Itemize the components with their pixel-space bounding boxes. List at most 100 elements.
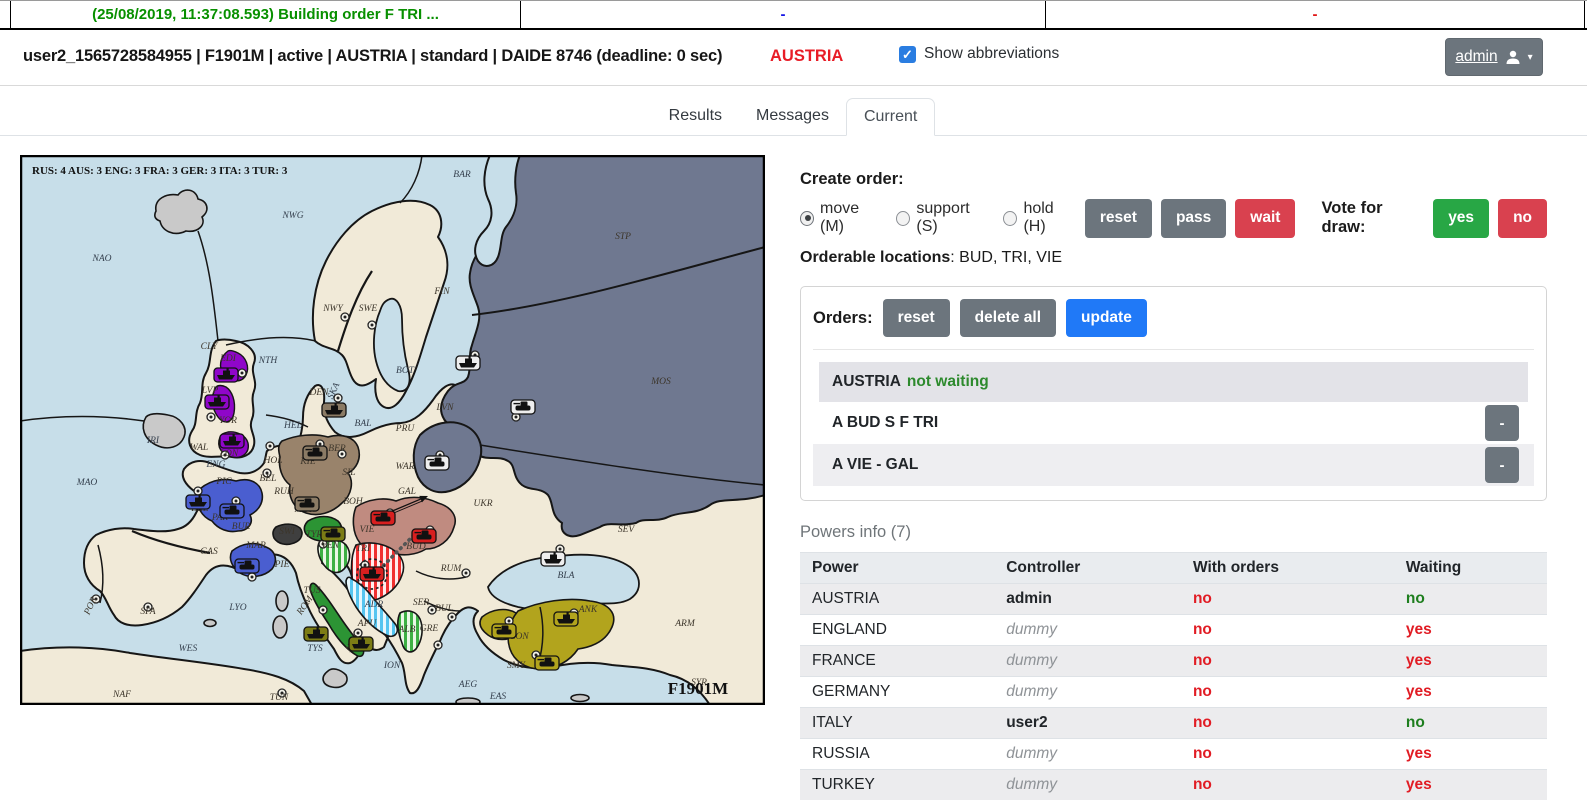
army-badge-turkey[interactable] <box>491 623 517 639</box>
tab-messages[interactable]: Messages <box>756 107 829 124</box>
fleet-badge-russia[interactable] <box>540 551 566 567</box>
region-label-tyr: TYR <box>306 530 323 540</box>
region-borders <box>20 155 765 666</box>
army-badge-germany[interactable] <box>302 445 328 461</box>
admin-username[interactable]: admin <box>1455 48 1498 65</box>
region-label-ukr: UKR <box>474 499 493 509</box>
region-label-swe: SWE <box>359 304 378 314</box>
reset-order-button[interactable]: reset <box>1084 198 1152 238</box>
show-abbreviations-checkbox[interactable]: ✓ <box>899 45 916 63</box>
pass-button[interactable]: pass <box>1160 198 1227 238</box>
chevron-down-icon: ▾ <box>1527 51 1533 63</box>
create-order-controls: move (M) support (S) hold (H) reset pass w… <box>800 198 1547 238</box>
current-power-label: AUSTRIA <box>770 47 844 65</box>
fleet-badge-italy[interactable] <box>348 636 374 652</box>
region-label-vie: VIE <box>360 525 375 535</box>
vote-yes-button[interactable]: yes <box>1433 198 1490 238</box>
fleet-badge-france[interactable] <box>185 494 211 510</box>
fleet-badge-england[interactable] <box>204 394 230 410</box>
region-label-mao: MAO <box>76 478 98 488</box>
radio-icon[interactable] <box>800 210 814 226</box>
region-label-smy: SMY <box>507 661 527 671</box>
army-badge-france[interactable] <box>234 558 260 574</box>
army-badge-germany[interactable] <box>294 496 320 512</box>
region-label-naf: NAF <box>112 690 131 700</box>
fleet-badge-italy[interactable] <box>303 626 329 642</box>
fleet-badge-england[interactable] <box>213 367 239 383</box>
cell: no <box>1180 769 1394 800</box>
region-label-mos: MOS <box>650 377 671 387</box>
army-badge-turkey[interactable] <box>534 655 560 671</box>
radio-icon[interactable] <box>1003 210 1018 226</box>
orders-delete-all-button[interactable]: delete all <box>959 299 1057 337</box>
wait-button[interactable]: wait <box>1235 198 1296 238</box>
tab-results[interactable]: Results <box>668 107 723 124</box>
army-badge-france[interactable] <box>219 503 245 519</box>
region-label-arm: ARM <box>674 619 696 629</box>
army-badge-russia[interactable] <box>424 455 450 471</box>
power-row-germany: GERMANY dummy no yes <box>800 676 1547 708</box>
orders-update-button[interactable]: update <box>1066 299 1147 337</box>
power-status-row: AUSTRIA not waiting <box>819 362 1528 402</box>
order-arrows <box>378 495 428 571</box>
cell: no <box>1180 738 1394 770</box>
cell: user2 <box>994 707 1181 739</box>
cell: yes <box>1393 614 1547 646</box>
admin-user-menu[interactable]: admin ▾ <box>1445 38 1543 76</box>
region-label-nwy: NWY <box>322 304 344 314</box>
region-label-boh: BOH <box>343 497 364 507</box>
region-label-eas: EAS <box>489 692 507 702</box>
log-cell-right: - <box>1045 1 1585 28</box>
region-label-ven: VEN <box>321 541 340 551</box>
order-type-radio-support[interactable]: support (S) <box>896 200 989 236</box>
region-label-aeg: AEG <box>458 680 478 690</box>
control-panel: Create order: move (M) support (S) hold (H… <box>800 170 1547 800</box>
status-power-name: AUSTRIA <box>832 373 901 390</box>
fleet-badge-england[interactable] <box>219 433 245 449</box>
fleet-badge-turkey[interactable] <box>553 611 579 627</box>
remove-order-button[interactable]: - <box>1485 447 1519 483</box>
army-badge-austria[interactable] <box>411 528 437 544</box>
region-label-bla: BLA <box>558 571 575 581</box>
army-badge-austria[interactable] <box>370 510 396 526</box>
cell: FRANCE <box>800 645 995 677</box>
show-abbreviations-label: Show abbreviations <box>924 45 1060 62</box>
cell: RUSSIA <box>800 738 995 770</box>
region-label-hol: HOL <box>262 456 282 466</box>
powers-table: Power Controller With orders Waiting AUSTRI… <box>800 552 1547 800</box>
radio-label: move (M) <box>820 200 860 235</box>
fleet-badge-russia[interactable] <box>455 355 481 371</box>
cell: TURKEY <box>800 769 995 800</box>
vote-no-button[interactable]: no <box>1498 198 1547 238</box>
order-type-radio-hold[interactable]: hold (H) <box>1003 200 1075 236</box>
region-label-nao: NAO <box>92 254 112 264</box>
fleet-badge-germany[interactable] <box>321 402 347 418</box>
region-label-mar: MAR <box>245 541 266 551</box>
user-icon <box>1506 50 1520 64</box>
region-label-apu: APU <box>357 619 378 629</box>
orders-reset-button[interactable]: reset <box>882 299 950 337</box>
army-badge-russia[interactable] <box>510 399 536 415</box>
tab-current[interactable]: Current <box>845 98 936 136</box>
region-label-kie: KIE <box>299 457 316 467</box>
region-label-gre: GRE <box>420 624 439 634</box>
region-label-yor: YOR <box>219 416 237 426</box>
cell: no <box>1180 614 1394 646</box>
order-text: A BUD S F TRI <box>832 414 939 431</box>
diplomacy-map[interactable]: BAR NWG NAO NTH HEL SKA BAL BOT IRI ENG MAO WES LYO T… <box>20 155 765 705</box>
region-label-wes: WES <box>179 644 198 654</box>
game-title: user2_1565728584955 | F1901M | active | … <box>23 47 723 65</box>
orders-card: Orders: reset delete all update AUSTRIA … <box>800 286 1547 501</box>
radio-label: support (S) <box>916 200 970 235</box>
fleet-badge-austria[interactable] <box>356 558 388 590</box>
orders-header: Orders: reset delete all update <box>813 299 1534 350</box>
power-row-italy: ITALY user2 no no <box>800 707 1547 739</box>
order-type-radio-move[interactable]: move (M) <box>800 200 882 236</box>
log-cell-middle: - <box>520 1 1045 28</box>
cell: dummy <box>994 645 1181 677</box>
remove-order-button[interactable]: - <box>1485 405 1519 441</box>
radio-icon[interactable] <box>896 210 911 226</box>
army-badge-italy[interactable] <box>320 526 346 542</box>
power-row-turkey: TURKEY dummy no yes <box>800 769 1547 800</box>
cell: dummy <box>994 738 1181 770</box>
